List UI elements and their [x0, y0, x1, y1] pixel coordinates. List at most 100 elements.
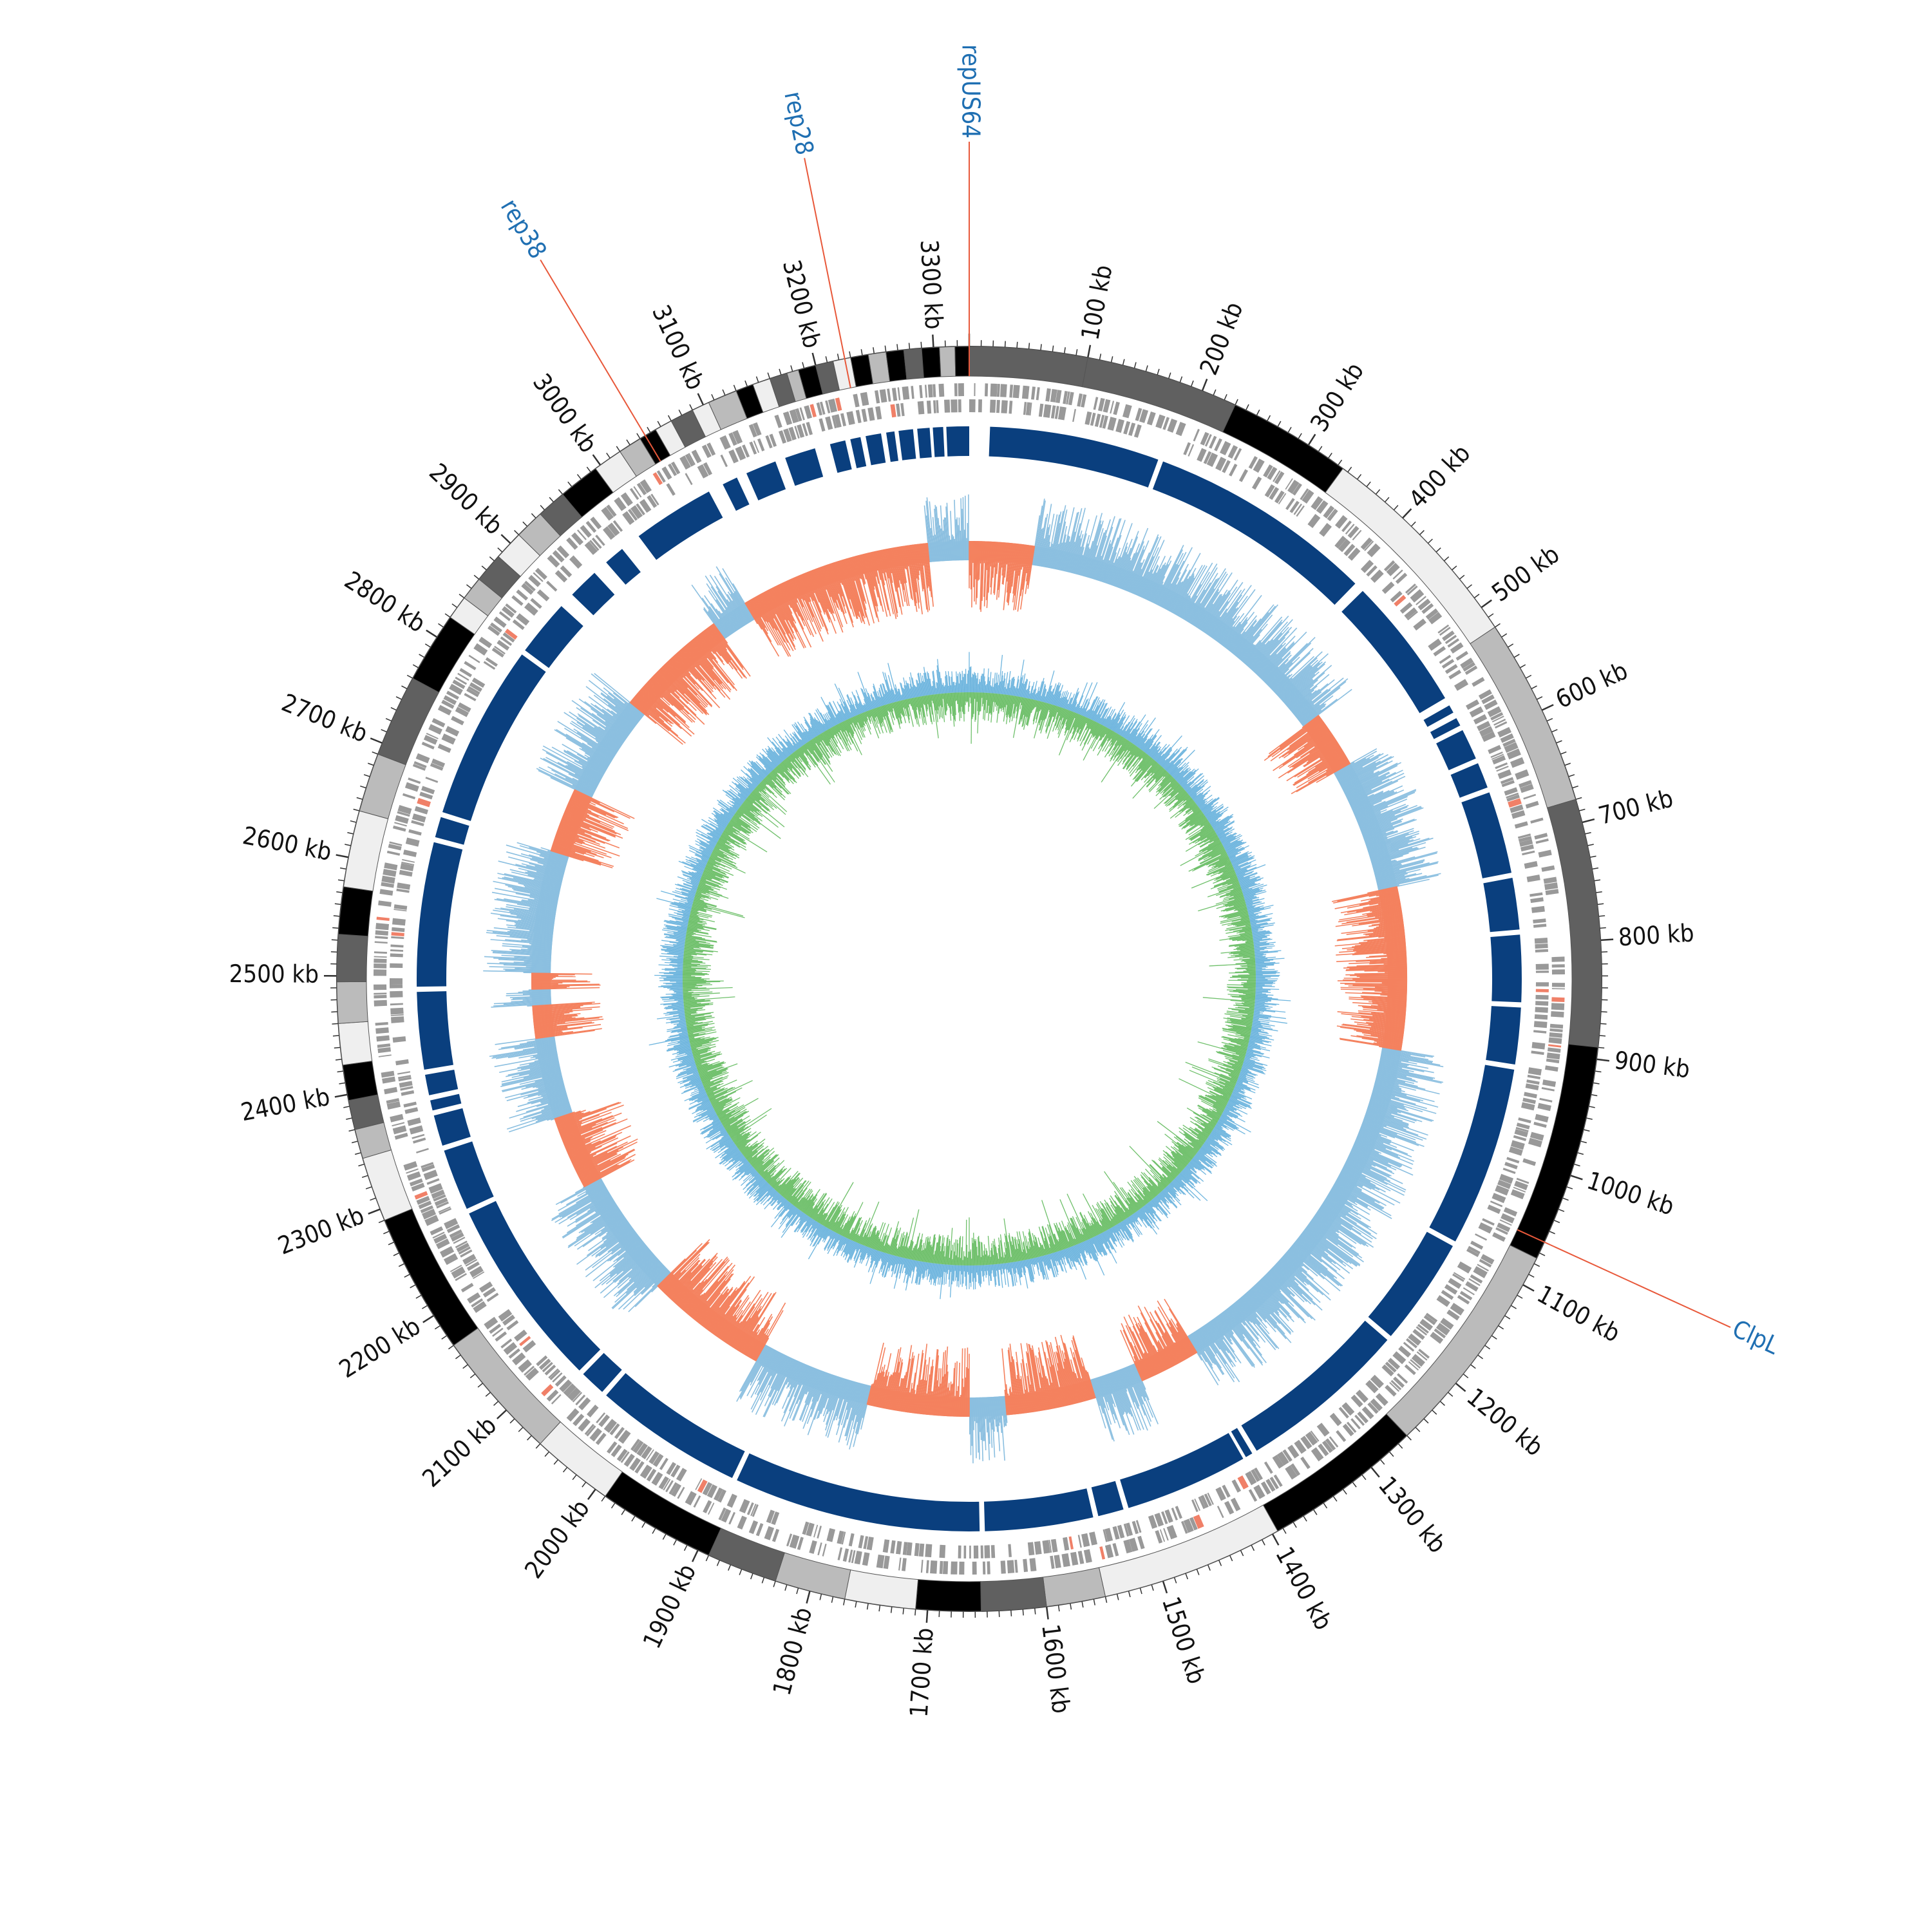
band-high-bar [582, 1217, 626, 1247]
gene-reverse [1090, 412, 1096, 426]
band-high-bar [607, 1236, 640, 1262]
band-high-bar [528, 1089, 566, 1101]
gene-reverse [552, 1372, 563, 1383]
band-high-bar [946, 502, 951, 561]
band-high-bar [1157, 553, 1184, 605]
band-high-bar [1132, 1364, 1159, 1425]
band-low-bar [949, 1381, 952, 1417]
gc-skew-neg [1009, 696, 1014, 719]
band-high-bar [529, 862, 565, 873]
band-low-bar [680, 1281, 705, 1309]
band-low-bar [709, 1276, 752, 1332]
gc-skew-neg [1074, 716, 1085, 741]
gc-skew-pos [1200, 804, 1208, 810]
gene-forward [1528, 1137, 1542, 1148]
band-low-bar [565, 807, 601, 823]
band-low-bar [1050, 1342, 1066, 1406]
gc-skew-pos [1122, 730, 1126, 737]
gene-forward [392, 1122, 405, 1127]
band-high-bar [1290, 1246, 1327, 1277]
band-high-bar [1359, 1130, 1391, 1144]
band-low-bar [656, 672, 688, 705]
band-high-bar [529, 854, 567, 866]
band-low-bar [1060, 1334, 1079, 1403]
gc-skew-neg [1012, 697, 1021, 738]
band-low-bar [1157, 1300, 1191, 1358]
band-low-bar [724, 1289, 761, 1343]
gc-skew-pos [1072, 702, 1077, 712]
band-high-bar [1361, 1124, 1396, 1139]
band-high-bar [1238, 634, 1260, 659]
gene-reverse [584, 541, 598, 555]
band-high-bar [1358, 810, 1393, 825]
gene-reverse [391, 936, 404, 940]
band-high-bar [1334, 1182, 1383, 1210]
gc-skew-pos [1115, 714, 1126, 733]
band-high-bar [793, 1365, 808, 1397]
band-high-bar [1242, 616, 1283, 663]
band-low-bar [755, 1338, 770, 1362]
band-high-bar [493, 909, 555, 920]
band-high-bar [1291, 1245, 1340, 1287]
band-low-bar [1368, 921, 1404, 927]
band-high-bar [616, 1258, 659, 1298]
gene-forward [392, 1125, 407, 1135]
band-high-bar [526, 1077, 563, 1088]
band-low-bar [1011, 543, 1018, 587]
gc-skew-neg [1008, 695, 1012, 715]
gc-skew-neg [1039, 703, 1048, 731]
band-high-bar [1349, 780, 1399, 804]
band-high-bar [1105, 552, 1117, 583]
band-low-bar [718, 1294, 749, 1339]
gene-forward [1077, 393, 1083, 407]
band-high-bar [1297, 1237, 1322, 1258]
band-high-bar [1118, 557, 1132, 589]
gc-skew-pos [998, 681, 1001, 694]
gene-forward [1501, 1213, 1515, 1224]
gene-reverse [1285, 498, 1295, 510]
band-high-bar [515, 923, 554, 929]
gc-skew-neg [1083, 721, 1096, 745]
band-high-bar [1378, 1069, 1407, 1077]
gc-skew-pos [1077, 705, 1083, 714]
band-low-bar [1039, 1372, 1047, 1410]
band-low-bar [894, 547, 902, 584]
band-low-bar [1345, 973, 1407, 976]
gene-reverse [462, 1254, 477, 1265]
gc-skew-neg [1170, 785, 1182, 796]
gene-forward [552, 550, 565, 563]
band-low-bar [1283, 726, 1328, 759]
band-low-bar [861, 554, 880, 622]
band-high-bar [790, 1361, 801, 1385]
band-low-bar [1286, 746, 1341, 782]
minor-tick [1591, 867, 1599, 870]
band-high-bar [585, 686, 637, 726]
band-high-bar [1377, 875, 1427, 887]
band-low-bar [1387, 996, 1407, 998]
band-low-bar [1366, 954, 1407, 958]
band-high-bar [806, 1368, 817, 1395]
gc-skew-neg [1180, 843, 1222, 866]
band-high-bar [1380, 1054, 1444, 1068]
band-high-bar [1350, 790, 1390, 808]
gene-forward [1146, 412, 1156, 426]
band-low-bar [668, 1258, 706, 1298]
band-high-bar [520, 1061, 559, 1070]
gene-forward [423, 735, 438, 745]
gc-skew-pos [1218, 833, 1226, 838]
band-high-bar [1298, 704, 1320, 722]
band-low-bar [1363, 936, 1405, 942]
gene-reverse [1123, 1523, 1130, 1537]
band-high-bar [1043, 513, 1055, 567]
minor-tick [855, 1601, 857, 1608]
gc-skew-pos [981, 674, 983, 693]
band-low-bar [1320, 745, 1341, 759]
band-low-bar [583, 1159, 635, 1188]
band-high-bar [1263, 666, 1279, 682]
band-low-bar [1288, 726, 1328, 754]
minor-tick [1528, 1273, 1535, 1278]
gc-skew-pos [1020, 673, 1026, 697]
band-low-bar [941, 1350, 947, 1416]
band-low-bar [877, 550, 884, 574]
gc-skew-neg [1135, 755, 1150, 773]
